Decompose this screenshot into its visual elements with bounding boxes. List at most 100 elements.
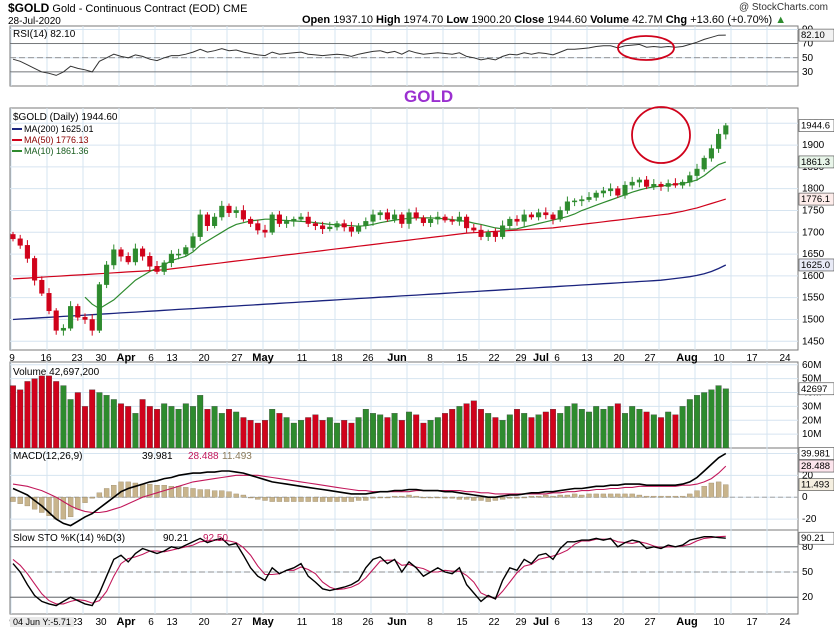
candle-body — [435, 216, 441, 220]
price-annotation-circle — [631, 106, 691, 164]
x-tick-label: 20 — [613, 353, 625, 364]
macd-histogram-bar — [665, 495, 671, 498]
candle-body — [413, 212, 419, 219]
volume-bar — [571, 403, 578, 449]
macd-histogram-bar — [233, 493, 239, 498]
macd-histogram-bar — [319, 497, 326, 502]
x-tick-label-bottom: 13 — [166, 617, 178, 628]
candle-body — [197, 214, 203, 237]
macd-signal-value-tag-box — [798, 459, 834, 473]
volume-bar — [701, 392, 708, 449]
x-tick-label: 29 — [515, 353, 527, 364]
candle-body — [204, 214, 210, 226]
macd-histogram-bar — [89, 497, 95, 499]
macd-histogram-bar — [658, 495, 664, 498]
volume-bar — [125, 406, 132, 449]
x-tick-label-bottom: 11 — [297, 617, 308, 628]
y-tick-label: 1900 — [802, 140, 825, 151]
candle-body — [521, 214, 527, 222]
candle-body — [183, 247, 189, 255]
macd-histogram-bar — [579, 494, 585, 498]
macd-histogram-bar — [154, 485, 160, 498]
volume-bar — [406, 411, 412, 449]
volume-bar — [499, 420, 506, 449]
macd-histogram-bar — [507, 497, 513, 499]
macd-histogram-bar — [571, 493, 578, 498]
ma10-legend: MA(10) 1861.36 — [24, 146, 89, 156]
macd-histogram-bar — [53, 497, 59, 520]
candle-body — [10, 234, 16, 240]
macd-histogram-bar — [557, 494, 563, 498]
chg-value: +13.60 (+0.70%) — [690, 14, 773, 26]
volume-bar — [478, 409, 484, 449]
y-tick-label: 50M — [802, 374, 821, 385]
candle-body — [75, 306, 81, 318]
volume-bar — [31, 378, 38, 449]
candle-body — [53, 310, 59, 331]
candle-body — [694, 168, 700, 176]
candle-body — [492, 232, 498, 237]
macd-histogram-bar — [651, 495, 657, 498]
ma200-value-tag: 1625.0 — [801, 260, 830, 271]
candle-body — [219, 205, 225, 218]
macd-histogram-bar — [240, 494, 247, 498]
macd-histogram-bar — [197, 489, 203, 498]
volume-bar — [384, 417, 391, 449]
x-tick-label: May — [252, 352, 274, 364]
volume-bar — [247, 420, 254, 449]
x-tick-label: 26 — [362, 353, 374, 364]
volume-bar — [535, 414, 542, 449]
rsi-annotation-circle — [617, 35, 675, 61]
candle-body — [161, 262, 167, 272]
ticker-symbol[interactable]: $GOLD — [8, 1, 50, 15]
volume-bar — [492, 417, 499, 449]
ma10-value-tag-box — [798, 155, 834, 169]
macd-histogram-bar — [615, 493, 621, 498]
candle-body — [723, 125, 729, 135]
volume-bar — [362, 409, 369, 449]
volume-bar — [254, 422, 261, 449]
volume-bar — [542, 411, 549, 449]
candle-body — [334, 223, 340, 228]
candle-body — [104, 264, 110, 285]
candle-body — [586, 197, 592, 200]
volume-bar — [629, 406, 636, 449]
volume-bar — [326, 417, 333, 449]
volume-bar — [182, 403, 189, 449]
macd-histogram-bar — [456, 497, 463, 500]
candle-body — [284, 221, 290, 224]
macd-histogram-bar — [528, 495, 535, 498]
x-tick-label: 10 — [713, 353, 725, 364]
candle-body — [356, 225, 362, 232]
ma50-legend: MA(50) 1776.13 — [24, 135, 89, 145]
y-tick-label: 20 — [802, 592, 814, 603]
candle-body — [564, 201, 570, 211]
x-tick-label: 22 — [488, 353, 500, 364]
candle-body — [60, 327, 66, 331]
candle-body — [140, 248, 146, 257]
y-tick-label: -20 — [802, 514, 817, 525]
volume-bar — [110, 399, 117, 449]
y-tick-label: 50 — [802, 567, 814, 578]
macd-histogram-bar — [708, 482, 715, 498]
y-tick-label: 80 — [802, 542, 814, 553]
ma200-legend: MA(200) 1625.01 — [24, 124, 94, 134]
volume-bar — [334, 422, 340, 449]
candle-body — [212, 216, 218, 226]
macd-histogram-bar — [139, 483, 146, 498]
sto-value-tag-box — [798, 531, 834, 545]
panel-price — [9, 107, 799, 351]
macd-histogram-bar — [17, 497, 23, 504]
candle-body — [528, 214, 534, 218]
candle-body — [132, 248, 138, 263]
volume-bar — [190, 406, 196, 449]
macd-histogram-bar — [687, 493, 693, 498]
candle-body — [46, 293, 52, 312]
volume-bar — [420, 422, 427, 449]
volume-bar — [24, 381, 31, 449]
candle-body — [543, 212, 549, 216]
x-tick-label: Aug — [676, 352, 697, 364]
macd-histogram-bar — [312, 497, 319, 502]
volume-bar — [427, 420, 434, 449]
